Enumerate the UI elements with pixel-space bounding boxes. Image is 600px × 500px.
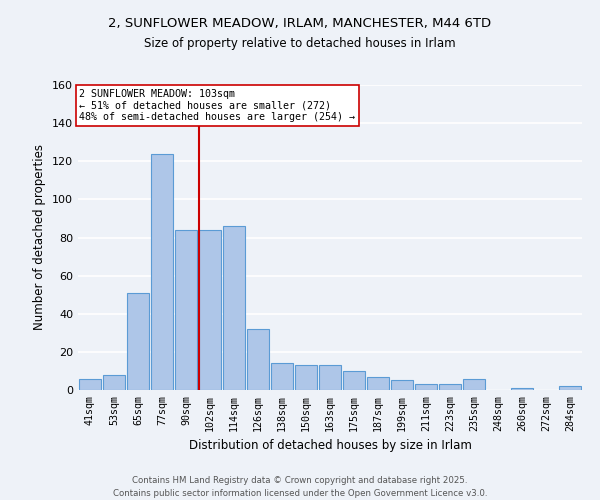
Bar — [439, 384, 461, 390]
Text: 2 SUNFLOWER MEADOW: 103sqm
← 51% of detached houses are smaller (272)
48% of sem: 2 SUNFLOWER MEADOW: 103sqm ← 51% of deta… — [79, 89, 355, 122]
Bar — [199, 230, 221, 390]
Bar — [103, 375, 125, 390]
Bar — [223, 226, 245, 390]
Bar — [271, 364, 293, 390]
X-axis label: Distribution of detached houses by size in Irlam: Distribution of detached houses by size … — [188, 439, 472, 452]
Bar — [559, 386, 581, 390]
Text: Contains HM Land Registry data © Crown copyright and database right 2025.
Contai: Contains HM Land Registry data © Crown c… — [113, 476, 487, 498]
Y-axis label: Number of detached properties: Number of detached properties — [34, 144, 46, 330]
Text: 2, SUNFLOWER MEADOW, IRLAM, MANCHESTER, M44 6TD: 2, SUNFLOWER MEADOW, IRLAM, MANCHESTER, … — [109, 18, 491, 30]
Bar — [463, 378, 485, 390]
Bar — [151, 154, 173, 390]
Text: Size of property relative to detached houses in Irlam: Size of property relative to detached ho… — [144, 38, 456, 51]
Bar — [343, 371, 365, 390]
Bar — [127, 293, 149, 390]
Bar — [367, 376, 389, 390]
Bar — [319, 365, 341, 390]
Bar — [175, 230, 197, 390]
Bar — [511, 388, 533, 390]
Bar — [415, 384, 437, 390]
Bar — [391, 380, 413, 390]
Bar — [79, 378, 101, 390]
Bar — [247, 329, 269, 390]
Bar — [295, 365, 317, 390]
